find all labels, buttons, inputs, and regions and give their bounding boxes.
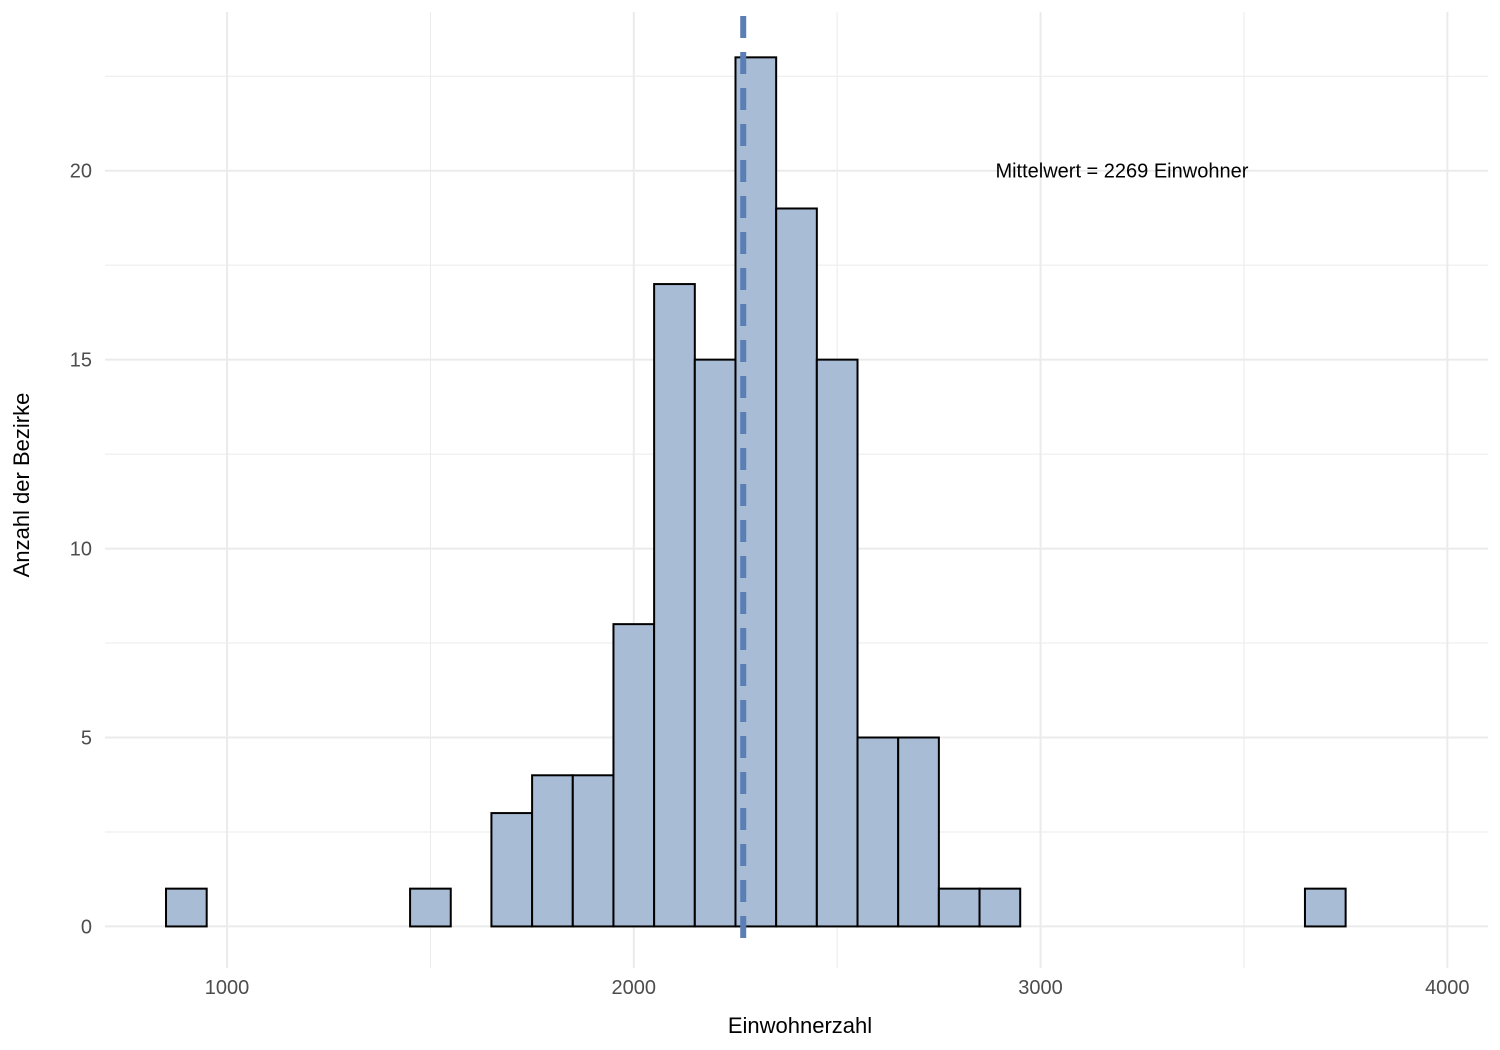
histogram-bar [693,358,737,928]
histogram-bar [937,887,981,928]
mean-annotation: Mittelwert = 2269 Einwohner [995,161,1248,183]
histogram-bar [1303,887,1347,928]
histogram-bar [856,736,900,928]
histogram-bar [409,887,452,928]
histogram-bar [531,774,574,928]
tick-labels: 1000 2000 3000 4000 0 5 10 15 20 [70,161,1470,999]
x-tick-label: 4000 [1425,977,1470,999]
histogram-bar [653,283,696,928]
x-tick-label: 3000 [1018,977,1063,999]
x-axis-title: Einwohnerzahl [728,1013,872,1038]
histogram-bar [165,887,208,928]
y-tick-label: 20 [70,161,92,183]
y-tick-label: 0 [81,916,92,938]
histogram-bar [897,736,940,928]
histogram-bar [490,812,534,928]
histogram-bar [815,358,859,928]
y-axis-title: Anzahl der Bezirke [9,393,34,578]
histogram-bar [571,774,615,928]
y-tick-label: 5 [81,728,92,750]
x-tick-label: 2000 [612,977,657,999]
histogram-bar [978,887,1022,928]
y-tick-label: 15 [70,350,92,372]
histogram-bar [612,623,656,928]
y-tick-label: 10 [70,539,92,561]
x-tick-label: 1000 [205,977,250,999]
histogram-bar [775,207,818,928]
histogram-bars [165,56,1347,928]
